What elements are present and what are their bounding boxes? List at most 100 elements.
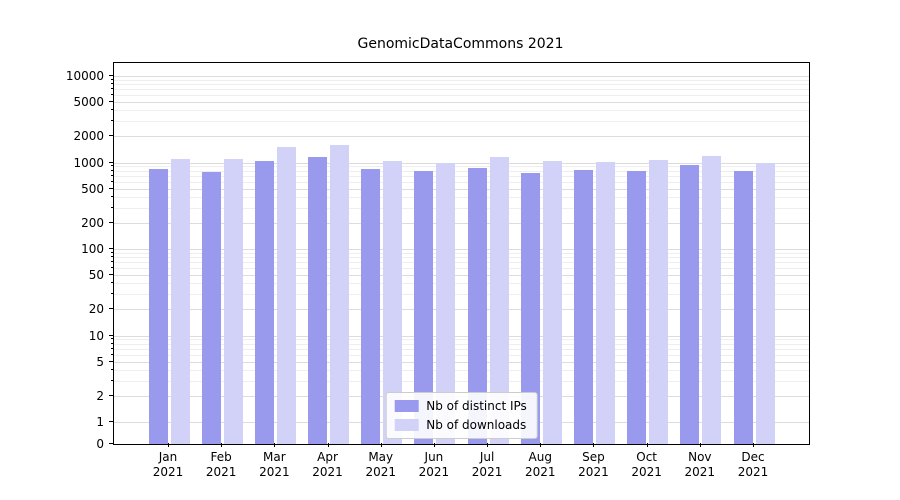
y-minor-tick-mark xyxy=(111,251,113,253)
x-tick-label: Mar 2021 xyxy=(259,450,290,479)
bar-distinct-ips-jun xyxy=(414,171,434,444)
gridline-minor xyxy=(114,262,809,264)
bar-distinct-ips-apr xyxy=(308,157,328,444)
y-tick-label: 0 xyxy=(96,437,104,451)
gridline-minor xyxy=(114,339,809,341)
gridline-major xyxy=(114,249,809,250)
y-minor-tick-mark xyxy=(111,88,113,90)
bar-distinct-ips-jul xyxy=(467,168,487,444)
gridline-minor xyxy=(114,283,809,285)
y-minor-tick-mark xyxy=(111,261,113,263)
x-tick-label: Oct 2021 xyxy=(631,450,662,479)
x-tick-label: Feb 2021 xyxy=(205,450,237,479)
bar-downloads-dec xyxy=(755,162,775,444)
x-tick-mark xyxy=(168,443,169,447)
chart-title: GenomicDataCommons 2021 xyxy=(357,36,564,52)
bar-distinct-ips-aug xyxy=(520,172,540,444)
gridline-major xyxy=(114,102,809,104)
legend-label-downloads: Nb of downloads xyxy=(426,418,527,432)
y-minor-tick-mark xyxy=(111,379,113,381)
x-tick-mark xyxy=(221,443,223,447)
gridline-major xyxy=(114,162,809,164)
bar-distinct-ips-nov xyxy=(680,165,700,444)
x-tick-label: May 2021 xyxy=(365,450,396,479)
y-minor-tick-mark xyxy=(111,342,113,344)
bar-distinct-ips-may xyxy=(361,169,381,444)
gridline-minor xyxy=(114,89,809,91)
y-tick-mark xyxy=(109,394,113,396)
gridline-minor xyxy=(114,343,809,345)
y-minor-tick-mark xyxy=(111,368,113,370)
y-tick-mark xyxy=(109,101,113,103)
y-tick-mark xyxy=(109,274,113,276)
gridline-minor xyxy=(114,95,809,97)
gridline-minor xyxy=(114,166,809,168)
bar-downloads-oct xyxy=(649,160,669,444)
gridline-minor xyxy=(114,252,809,254)
y-minor-tick-mark xyxy=(111,206,113,208)
legend: Nb of distinct IPs Nb of downloads xyxy=(385,392,538,439)
gridline-minor xyxy=(114,369,809,371)
y-minor-tick-mark xyxy=(111,195,113,197)
gridline-minor xyxy=(114,257,809,259)
gridline-minor xyxy=(114,348,809,350)
y-tick-mark xyxy=(109,308,113,310)
y-minor-tick-mark xyxy=(111,165,113,167)
x-tick-mark xyxy=(540,443,542,447)
gridline-minor xyxy=(114,380,809,382)
x-tick-label: Sep 2021 xyxy=(578,450,609,479)
y-tick-mark xyxy=(109,334,113,336)
gridline-major xyxy=(114,335,809,337)
y-tick-label: 100 xyxy=(81,242,104,256)
bar-distinct-ips-dec xyxy=(733,171,753,444)
y-tick-label: 50 xyxy=(88,268,104,283)
y-minor-tick-mark xyxy=(111,120,113,122)
plot-area: Nb of distinct IPs Nb of downloads xyxy=(113,62,810,445)
x-tick-mark xyxy=(274,443,276,447)
y-tick-mark xyxy=(109,187,113,189)
y-minor-tick-mark xyxy=(111,109,113,111)
y-minor-tick-mark xyxy=(111,267,113,269)
gridline-minor xyxy=(114,110,809,112)
y-minor-tick-mark xyxy=(111,78,113,80)
gridline-minor xyxy=(114,175,809,177)
bar-downloads-jan xyxy=(170,158,190,444)
gridline-minor xyxy=(114,294,809,296)
gridline-major xyxy=(114,136,809,138)
gridline-minor xyxy=(114,354,809,356)
x-tick-mark xyxy=(327,443,329,447)
legend-entry-distinct-ips: Nb of distinct IPs xyxy=(394,399,527,413)
bar-downloads-may xyxy=(383,160,403,444)
y-minor-tick-mark xyxy=(111,293,113,295)
gridline-major xyxy=(114,309,809,311)
gridline-major xyxy=(114,275,809,277)
x-tick-label: Jul 2021 xyxy=(471,450,503,479)
y-tick-mark xyxy=(109,360,113,362)
y-tick-mark xyxy=(109,221,113,223)
x-tick-mark xyxy=(380,443,382,447)
y-tick-label: 2000 xyxy=(73,129,104,144)
y-tick-label: 10000 xyxy=(65,69,104,83)
gridline-minor xyxy=(114,196,809,198)
bar-distinct-ips-sep xyxy=(573,170,593,444)
bar-distinct-ips-feb xyxy=(201,171,221,444)
bar-downloads-sep xyxy=(595,161,615,444)
legend-entry-downloads: Nb of downloads xyxy=(394,418,527,432)
legend-swatch-distinct-ips xyxy=(394,400,419,412)
gridline-major xyxy=(114,188,809,190)
y-minor-tick-mark xyxy=(111,338,113,340)
x-tick-label: Jun 2021 xyxy=(418,450,450,479)
x-tick-mark xyxy=(593,443,595,447)
y-minor-tick-mark xyxy=(111,353,113,355)
x-tick-mark xyxy=(699,443,701,447)
y-axis: 0 1 2 5 10 20 50 100 200 500 1000 2000 5000 10000 xyxy=(0,62,113,451)
y-tick-label: 500 xyxy=(81,181,104,196)
gridline-major xyxy=(114,76,809,77)
y-tick-label: 5000 xyxy=(73,95,104,110)
y-tick-label: 200 xyxy=(81,215,104,230)
y-tick-label: 10 xyxy=(88,328,104,343)
bar-downloads-feb xyxy=(223,158,243,444)
gridline-minor xyxy=(114,79,809,81)
y-tick-mark xyxy=(109,248,113,249)
x-tick-mark xyxy=(753,443,754,447)
